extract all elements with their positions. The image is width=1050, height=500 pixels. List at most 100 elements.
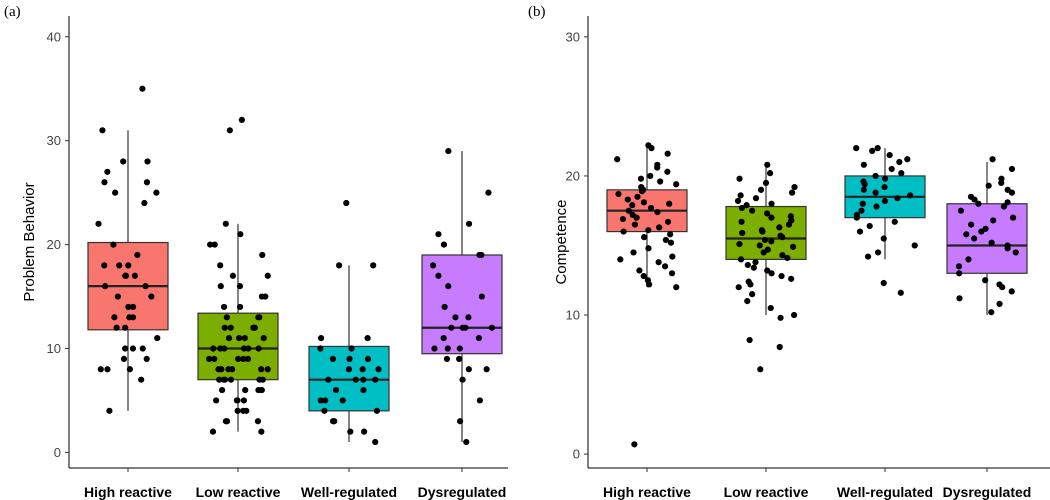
category-label-1-1: Low reactive — [724, 484, 809, 500]
y-tick-label-1-0: 0 — [573, 447, 580, 462]
data-point-0-0-35 — [143, 355, 150, 362]
data-point-0-0-31 — [139, 345, 146, 352]
data-point-1-2-27 — [880, 235, 887, 242]
data-point-1-0-16 — [624, 196, 631, 203]
data-point-1-2-23 — [853, 214, 860, 221]
data-point-1-3-4 — [985, 182, 992, 189]
data-point-1-0-35 — [645, 245, 652, 252]
data-point-1-2-10 — [881, 175, 889, 182]
data-point-0-1-19 — [221, 324, 228, 331]
data-point-0-3-7 — [429, 262, 437, 269]
data-point-1-2-18 — [881, 197, 888, 205]
data-point-1-0-40 — [661, 263, 669, 270]
data-point-1-1-26 — [761, 236, 769, 244]
data-point-1-2-5 — [896, 158, 903, 166]
data-point-0-1-9 — [264, 272, 271, 279]
data-point-0-0-22 — [114, 293, 122, 300]
data-point-0-0-13 — [125, 262, 132, 269]
data-point-0-2-1 — [336, 262, 343, 269]
data-point-1-1-34 — [784, 254, 791, 262]
data-point-0-2-23 — [321, 407, 328, 414]
data-point-1-2-21 — [858, 207, 865, 214]
data-point-1-2-25 — [866, 222, 873, 230]
category-label-0-3: Dysregulated — [418, 484, 507, 500]
data-point-0-1-1 — [226, 127, 233, 134]
data-point-0-0-1 — [99, 127, 106, 134]
data-point-1-0-24 — [633, 214, 640, 221]
data-point-1-0-10 — [673, 181, 680, 188]
data-point-0-1-4 — [211, 241, 218, 248]
data-point-1-0-27 — [631, 221, 639, 228]
data-point-0-3-30 — [463, 438, 470, 446]
data-point-0-0-16 — [131, 272, 139, 279]
data-point-1-2-29 — [874, 249, 882, 256]
data-point-1-2-4 — [904, 156, 911, 163]
data-point-0-1-46 — [227, 376, 235, 383]
data-point-1-0-6 — [664, 168, 671, 175]
data-point-1-3-31 — [956, 295, 963, 302]
data-point-1-1-0 — [764, 161, 771, 168]
data-point-1-0-30 — [620, 228, 627, 235]
data-point-0-1-14 — [220, 303, 228, 311]
category-label-0-2: Well-regulated — [301, 484, 397, 500]
data-point-0-1-58 — [234, 397, 241, 404]
data-point-1-2-32 — [897, 289, 904, 296]
data-point-0-0-19 — [102, 283, 109, 290]
data-point-1-3-12 — [957, 207, 965, 214]
data-point-1-1-18 — [738, 218, 745, 225]
data-point-0-1-27 — [255, 345, 262, 352]
data-point-1-0-8 — [637, 175, 645, 182]
data-point-0-0-4 — [104, 168, 111, 175]
data-point-1-1-28 — [736, 240, 743, 248]
data-point-1-1-37 — [744, 261, 751, 269]
data-point-0-1-54 — [255, 386, 262, 394]
category-label-0-0: High reactive — [84, 484, 172, 500]
y-axis-title-0: Problem Behavior — [21, 182, 38, 301]
data-point-1-3-6 — [1008, 189, 1015, 196]
data-point-1-2-14 — [860, 186, 867, 193]
data-point-0-3-16 — [488, 324, 495, 331]
data-point-0-3-29 — [456, 418, 464, 425]
data-point-0-0-11 — [110, 241, 117, 248]
data-point-1-0-19 — [629, 202, 636, 209]
data-point-1-0-14 — [615, 190, 622, 198]
data-point-0-1-65 — [258, 428, 265, 435]
data-point-1-1-6 — [789, 189, 796, 196]
data-point-0-3-8 — [435, 272, 442, 279]
panel-label-1: (b) — [528, 4, 546, 20]
data-point-0-1-23 — [260, 335, 267, 342]
data-point-0-0-39 — [138, 376, 145, 383]
data-point-1-2-28 — [911, 242, 918, 249]
data-point-1-2-19 — [859, 200, 866, 207]
data-point-1-3-26 — [956, 270, 963, 277]
data-point-0-2-27 — [347, 428, 354, 435]
data-point-1-0-13 — [638, 188, 646, 195]
data-point-1-1-2 — [736, 175, 743, 182]
data-point-1-0-34 — [667, 239, 675, 246]
y-tick-label-1-1: 10 — [566, 308, 580, 323]
data-point-1-0-25 — [619, 215, 627, 223]
data-point-0-1-22 — [250, 324, 257, 331]
data-point-0-3-18 — [440, 335, 447, 342]
data-point-1-1-19 — [785, 221, 793, 228]
data-point-0-0-33 — [122, 345, 129, 352]
data-point-0-0-40 — [106, 407, 113, 414]
data-point-0-0-2 — [120, 158, 127, 165]
data-point-0-1-37 — [240, 355, 247, 362]
data-point-0-1-15 — [236, 303, 244, 311]
data-point-1-1-22 — [759, 228, 766, 235]
data-point-0-0-21 — [148, 293, 155, 300]
data-point-1-1-3 — [762, 179, 770, 186]
data-point-0-1-42 — [215, 366, 222, 373]
data-point-0-1-10 — [217, 283, 224, 290]
data-point-1-3-13 — [1009, 214, 1017, 221]
data-point-1-2-7 — [888, 165, 895, 173]
data-point-1-1-51 — [746, 336, 753, 344]
data-point-0-1-21 — [227, 324, 234, 331]
data-point-0-2-25 — [329, 418, 337, 425]
data-point-1-1-13 — [749, 207, 756, 214]
data-point-0-0-8 — [112, 189, 119, 196]
data-point-0-2-2 — [370, 262, 377, 269]
data-point-1-0-2 — [664, 150, 671, 157]
data-point-1-3-18 — [963, 231, 970, 238]
